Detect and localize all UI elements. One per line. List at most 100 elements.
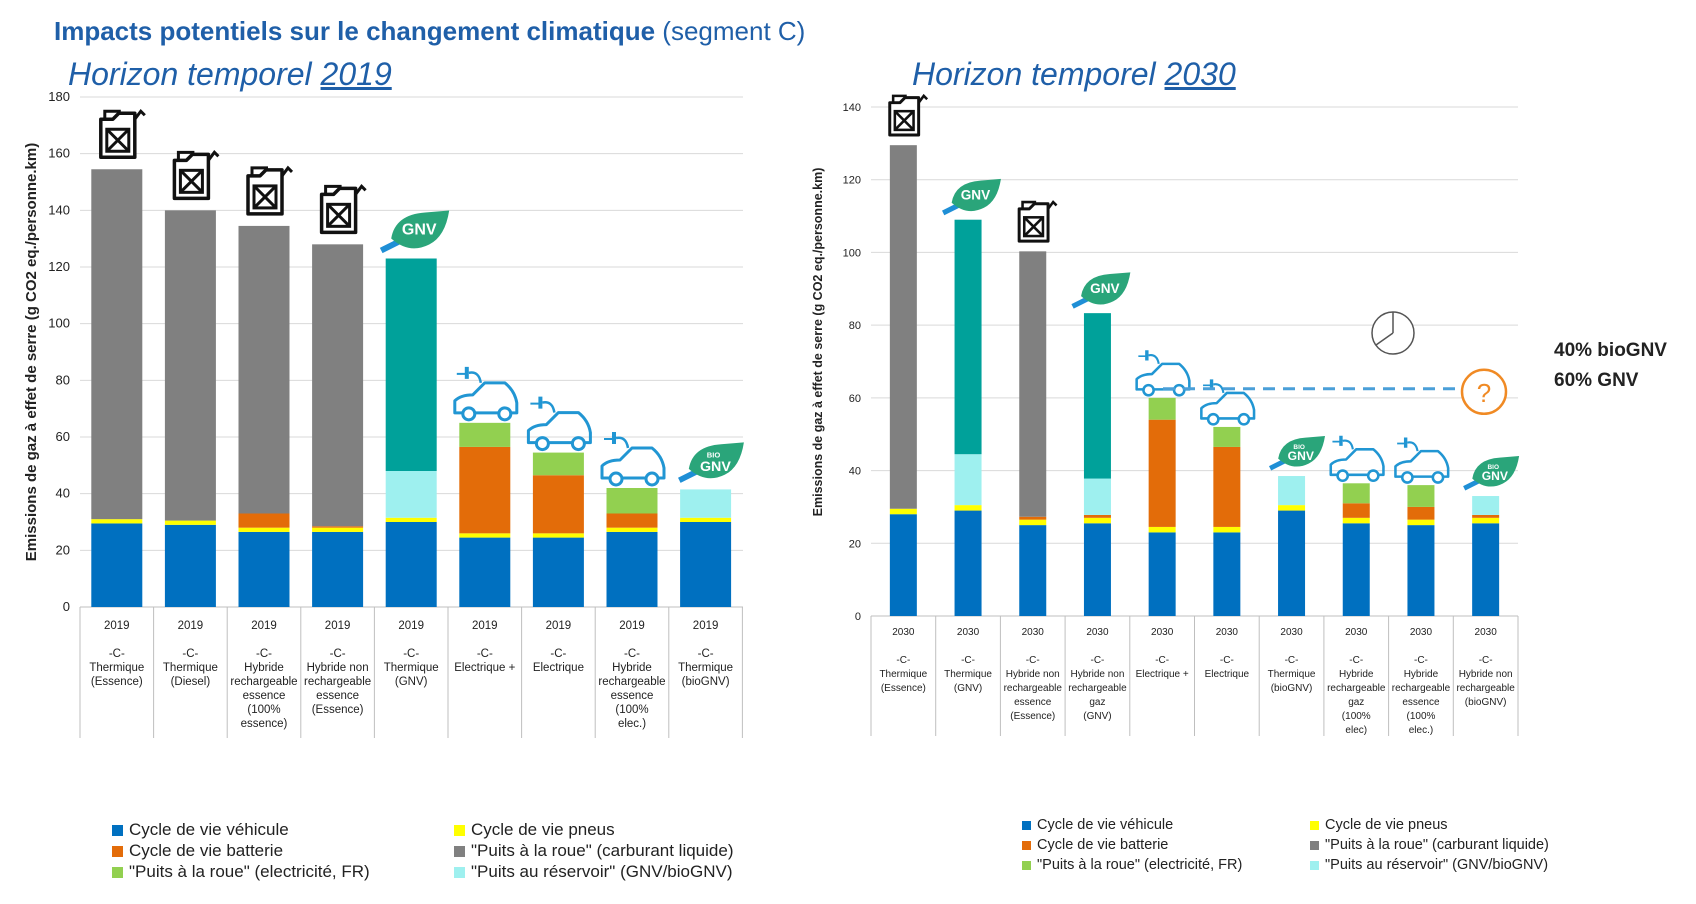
bar-segment-elec: [532, 452, 584, 476]
category-label-1: rechargeable: [1327, 683, 1386, 694]
category-label-0: (Diesel): [171, 676, 211, 688]
bar-segment-gnv_teal: [1083, 313, 1111, 479]
question-circle-icon: [1460, 368, 1508, 416]
bar-segment-carburant: [164, 210, 216, 521]
category-year-0: 2019: [104, 620, 130, 632]
category-label-0: (Essence): [91, 676, 143, 688]
category-label-1: Hybride: [1404, 669, 1439, 680]
bar-segment-vehicule: [954, 510, 982, 616]
svg-text:BIO: BIO: [1488, 464, 1499, 471]
bar-segment-vehicule: [680, 522, 732, 607]
y-tick-label-1: 60: [849, 393, 861, 405]
category-label-1: essence: [1402, 697, 1440, 708]
category-label-0: -C-: [477, 648, 493, 660]
bar-segment-vehicule: [1342, 523, 1370, 616]
category-label-1: Electrique: [1205, 669, 1250, 680]
svg-text:BIO: BIO: [1293, 444, 1304, 451]
bar-segment-gnv_teal: [954, 219, 982, 455]
bar-segment-vehicule: [1213, 532, 1241, 616]
bar-segment-elec: [606, 488, 658, 514]
bar-segment-vehicule: [1407, 525, 1435, 616]
category-label-0: essence): [241, 718, 288, 730]
legend-label: Cycle de vie batterie: [1037, 837, 1169, 853]
bar-segment-vehicule: [889, 514, 917, 616]
legend-item: "Puits à la roue" (carburant liquide): [454, 841, 733, 861]
category-label-1: (GNV): [1083, 711, 1111, 722]
legend-label: "Puits à la roue" (carburant liquide): [1325, 837, 1549, 853]
bar-segment-gnv_teal: [385, 258, 437, 471]
category-label-1: (Essence): [881, 683, 926, 694]
category-label-1: (100%: [1342, 711, 1371, 722]
y-tick-label-0: 100: [48, 316, 70, 331]
category-year-0: 2019: [472, 620, 498, 632]
bar-segment-batterie: [606, 513, 658, 528]
bar-segment-batterie: [312, 526, 364, 528]
bar-segment-vehicule: [164, 524, 216, 607]
y-axis-label-1: Emissions de gaz à effet de serre (g CO2…: [811, 168, 825, 517]
legend-label: Cycle de vie véhicule: [129, 820, 289, 839]
annotation-gnv-share: 60% GNV: [1554, 370, 1639, 391]
category-label-1: -C-: [1155, 655, 1169, 666]
bar-segment-pneus: [312, 527, 364, 532]
category-label-1: rechargeable: [1004, 683, 1063, 694]
category-label-1: gaz: [1089, 697, 1105, 708]
legend-swatch: [1310, 860, 1319, 870]
y-tick-label-1: 140: [843, 102, 861, 114]
category-label-0: (Essence): [312, 704, 364, 716]
legend-swatch: [112, 866, 123, 878]
y-tick-label-1: 80: [849, 320, 861, 332]
category-label-1: essence: [1014, 697, 1052, 708]
legend-label: "Puits au réservoir" (GNV/bioGNV): [471, 862, 733, 881]
bar-segment-pneus: [385, 517, 437, 522]
bar-segment-carburant: [91, 169, 143, 520]
gnv-leaf-icon: GNV: [1071, 272, 1131, 309]
bar-segment-batterie: [1472, 514, 1500, 518]
bar-segment-reservoir: [1278, 476, 1306, 506]
bar-segment-reservoir: [680, 489, 732, 518]
category-label-1: Thermique: [879, 669, 927, 680]
bar-segment-batterie: [1342, 503, 1370, 518]
question-mark: ?: [1477, 378, 1491, 408]
category-label-1: Thermique: [944, 669, 992, 680]
category-year-0: 2019: [619, 620, 645, 632]
category-label-0: -C-: [256, 648, 272, 660]
category-year-1: 2030: [1086, 627, 1109, 638]
category-label-0: essence: [316, 690, 359, 702]
legend-item: "Puits à la roue" (electricité, FR): [112, 862, 370, 882]
bar-segment-elec: [459, 422, 511, 447]
legend-swatch: [112, 824, 123, 836]
legend-item: "Puits à la roue" (electricité, FR): [1022, 857, 1242, 873]
left-legend: Cycle de vie véhicule Cycle de vie pneus C…: [112, 820, 832, 904]
legend-label: Cycle de vie pneus: [1325, 817, 1448, 833]
category-label-1: (bioGNV): [1271, 683, 1313, 694]
bar-segment-reservoir: [1472, 496, 1500, 515]
category-year-0: 2019: [693, 620, 719, 632]
svg-text:GNV: GNV: [1090, 281, 1119, 296]
y-tick-label-1: 120: [843, 175, 861, 187]
category-label-0: (100%: [247, 704, 280, 716]
legend-swatch: [454, 866, 465, 878]
category-label-1: -C-: [1285, 655, 1299, 666]
fuel-can-icon: [172, 150, 220, 201]
bar-segment-vehicule: [606, 531, 658, 607]
bar-segment-carburant: [1019, 251, 1047, 517]
bar-segment-pneus: [680, 517, 732, 522]
bar-segment-pneus: [238, 527, 290, 532]
category-label-0: rechargeable: [304, 676, 371, 688]
category-year-1: 2030: [957, 627, 980, 638]
category-label-1: -C-: [1091, 655, 1105, 666]
category-label-0: Hybride: [244, 662, 284, 674]
category-label-0: elec.): [618, 718, 646, 730]
bar-segment-elec: [1148, 397, 1176, 420]
bar-segment-pneus: [954, 505, 982, 511]
y-tick-label-0: 80: [56, 372, 70, 387]
electric-car-icon: [453, 366, 519, 422]
y-tick-label-0: 0: [63, 599, 70, 614]
category-label-1: Thermique: [1268, 669, 1316, 680]
category-label-1: -C-: [961, 655, 975, 666]
y-tick-label-0: 140: [48, 202, 70, 217]
category-label-1: Hybride non: [1070, 669, 1124, 680]
legend-swatch: [1310, 820, 1319, 830]
